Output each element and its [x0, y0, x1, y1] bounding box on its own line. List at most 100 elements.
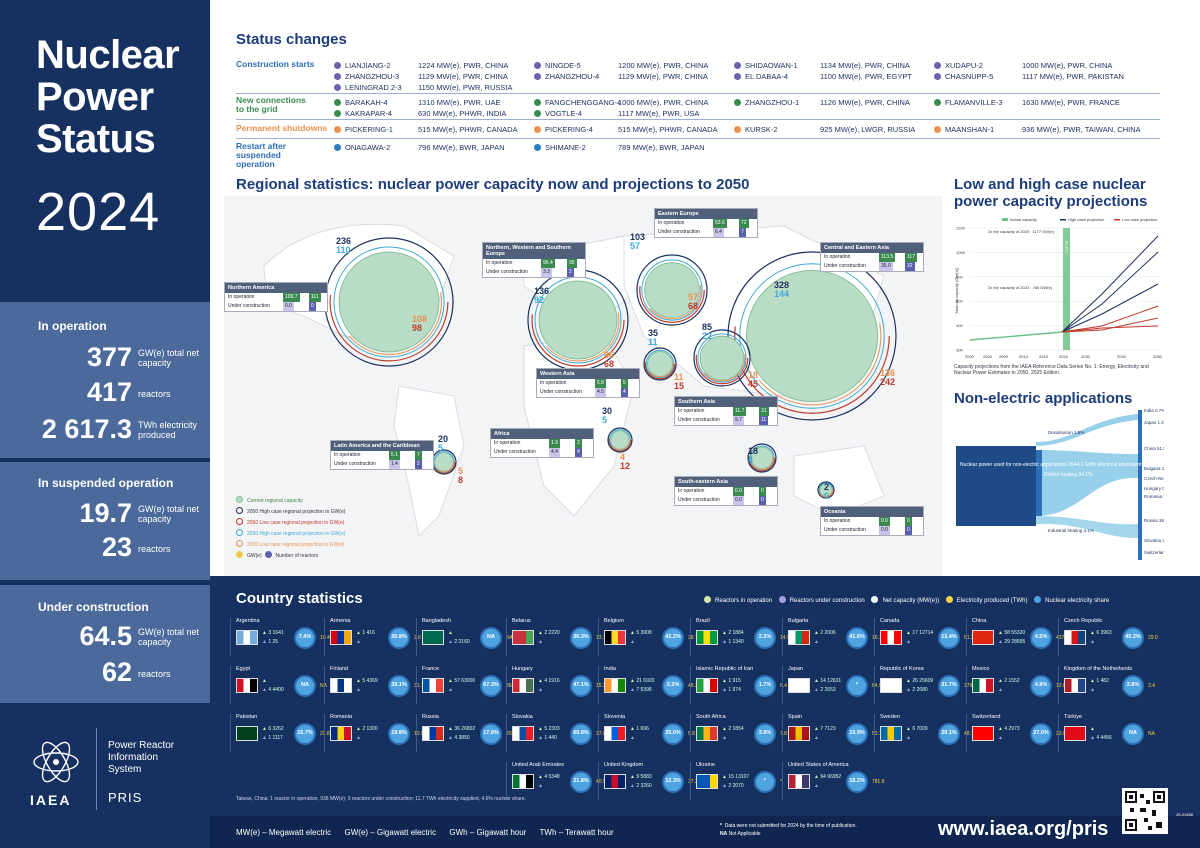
country-values: ▲ 6 7009 ▲: [906, 726, 928, 741]
y-axis-label: Total net capacity (GW(e)): [954, 267, 959, 314]
table-row: In operation 5.8 5: [540, 379, 628, 388]
legend-item: 2030 Low case regional projection in GW(…: [236, 540, 366, 551]
country-name: Slovenia: [604, 714, 626, 720]
divider: [236, 119, 1160, 120]
country-card: United Arab Emirates ▲ 4 5348 ▲ 21.8% 40.5: [506, 762, 606, 806]
country-flag-icon: [422, 630, 444, 645]
region-name: Southern Asia: [675, 397, 777, 407]
reactor-name: ZHANGZHOU-4: [534, 71, 599, 82]
region-table: Southern Asia In operation 11.7 31 Under con…: [674, 396, 778, 426]
high-line: [1061, 283, 1159, 333]
country-values: ▲ 58 55320 ▲ 29 28695: [998, 630, 1026, 645]
logo-divider: [96, 728, 97, 810]
status-dot-icon: [734, 62, 741, 69]
twh-value: 48.3: [688, 683, 698, 689]
qr-code-icon: [1125, 791, 1165, 831]
share-donut-icon: [388, 723, 410, 745]
status-dot-icon: [334, 84, 341, 91]
country-name: Spain: [788, 714, 803, 720]
reactor-name: LIANJIANG-2: [334, 60, 390, 71]
low-2050-label: 8: [458, 475, 464, 485]
projection-chart: Actual capacity High case projection Low…: [952, 214, 1164, 362]
share-value: 7.4%: [298, 634, 312, 640]
target-labels: India 0.7% Japan 1.4% China 51.5% Bulgaria …: [1144, 408, 1164, 555]
share-donut-icon: [570, 771, 592, 793]
share-value: 35.0%: [665, 730, 681, 736]
table-row: In operation 1.9 2: [494, 439, 582, 448]
card-divider: [1058, 618, 1059, 656]
region-name: Northern, Western and Southern Europe: [483, 243, 585, 259]
target-label: Hungary 0.4%: [1144, 486, 1164, 491]
status-dot-icon: [534, 99, 541, 106]
country-name: Armenia: [330, 618, 351, 624]
country-values: ▲ 1 915 ▲ 1 974: [722, 678, 741, 693]
x-tick-label: 2019: [1039, 354, 1049, 359]
pris-line: Information: [108, 752, 159, 763]
pris-url-link[interactable]: www.iaea.org/pris: [938, 818, 1109, 840]
status-dot-icon: [334, 110, 341, 117]
share-value: 41.6%: [849, 634, 865, 640]
card-divider: [690, 714, 691, 752]
table-row: Under construction 1.4 2: [334, 460, 422, 469]
region-capacity-circle: [727, 251, 897, 421]
share-donut-icon: [1122, 723, 1144, 745]
suspended-box: In suspended operation 19.7 GW(e) total n…: [0, 462, 210, 580]
qr-code[interactable]: [1122, 788, 1168, 834]
country-card: Mexico ▲ 2 1552 ▲ 4.8% 12.0: [966, 666, 1066, 710]
stat-row: 19.7 GW(e) total net capacity: [0, 498, 210, 528]
card-divider: [1058, 666, 1059, 704]
country-name: Canada: [880, 618, 900, 624]
country-card: Kingdom of the Netherlands ▲ 1 482 ▲ 2.8% 3…: [1058, 666, 1156, 710]
card-divider: [1058, 714, 1059, 752]
in-operation-box: In operation 377 GW(e) total net capacity…: [0, 302, 210, 458]
country-card: Spain ▲ 7 7123 ▲ 19.9% 52.1: [782, 714, 882, 758]
section-heading: Under construction: [38, 600, 149, 614]
low-2030-label: 18: [748, 370, 759, 380]
region-capacity-circle: [693, 329, 751, 387]
target-label: Bulgaria 1.4%: [1144, 466, 1164, 471]
region-name: Eastern Europe: [655, 209, 757, 219]
y-tick-label: 800: [956, 274, 963, 279]
country-values: ▲ 15 13107 ▲ 2 2070: [722, 774, 750, 789]
country-card: Argentina▲ 3 1641▲ 1 257.4%10.4: [230, 618, 330, 662]
card-divider: [690, 762, 691, 800]
divider: [236, 138, 1160, 139]
share-value: *: [855, 682, 859, 688]
low-projection-label: 4: [748, 455, 754, 465]
country-values: ▲ 6 3262 ▲ 1 1117: [262, 726, 284, 741]
country-name: Belarus: [512, 618, 531, 624]
table-row: In operation 0.0 0: [678, 487, 766, 496]
twh-value: 48.7: [964, 731, 974, 737]
card-divider: [506, 762, 507, 800]
twh-value: 3.4: [1148, 683, 1155, 689]
country-card: Türkiye ▲ ▲ 4 4456 NA NA: [1058, 714, 1156, 758]
y-tick-label: 1000: [956, 250, 966, 255]
x-tick-label: 2000: [965, 354, 975, 359]
country-card: United Kingdom ▲ 9 5883 ▲ 2 3260 12.3% 37.3: [598, 762, 698, 806]
status-dot-icon: [934, 126, 941, 133]
country-values: ▲ 21 6920 ▲ 7 5398: [630, 678, 655, 693]
country-card: India ▲ 21 6920 ▲ 7 5398 3.3% 48.3: [598, 666, 698, 710]
low-2050-label: 12: [620, 461, 631, 471]
country-card: Islamic Republic of Iran ▲ 1 915 ▲ 1 974 1.…: [690, 666, 788, 710]
twh-value: 23.0: [1056, 731, 1066, 737]
country-values: ▲ 1 696 ▲: [630, 726, 649, 741]
country-card: Finland ▲ 5 4369 ▲ 39.1% 31.1: [324, 666, 424, 710]
twh-value: 84.9: [872, 683, 882, 689]
share-donut-icon: [754, 627, 776, 649]
reactor-name: MAANSHAN-1: [934, 124, 994, 135]
country-values: ▲ ▲ 4 4400: [262, 678, 284, 693]
low-projection-label: 5: [438, 443, 444, 453]
country-card: South Africa ▲ 2 1854 ▲ 3.9% 7.8: [690, 714, 788, 758]
reactor-name: FANGCHENGGANG-4: [534, 97, 621, 108]
reactor-detail: 1117 MW(e), PWR, USA: [618, 109, 700, 118]
table-row: Under construction 0.0 0: [228, 302, 316, 311]
title-line: Status: [36, 117, 156, 161]
country-card: Brazil ▲ 2 1884 ▲ 1 1340 2.3% 14.9: [690, 618, 790, 662]
country-values: ▲ 57 63000 ▲: [448, 678, 476, 693]
stat-number: 23: [101, 532, 132, 562]
new-connections-label: New connections to the grid: [236, 95, 306, 114]
high-projection-label: 136: [534, 286, 550, 296]
reactor-name: FLAMANVILLE-3: [934, 97, 1003, 108]
